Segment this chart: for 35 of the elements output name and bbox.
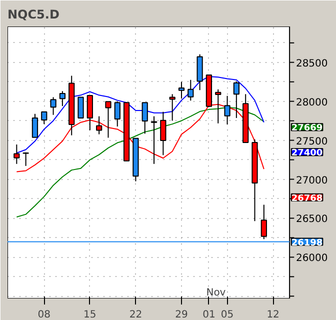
candlestick [59, 90, 66, 107]
y-tick-label: 26000 [296, 253, 328, 264]
x-tick-label: 29 [175, 310, 188, 320]
x-tick-label: 12 [266, 310, 280, 320]
y-tick-label: 27500 [296, 136, 328, 148]
candlestick [150, 116, 158, 164]
candlestick [41, 111, 48, 125]
x-tick-label: 05 [220, 310, 234, 320]
y-tick-label: 28000 [296, 97, 328, 108]
text: 27669 [291, 124, 323, 134]
candlestick [178, 81, 185, 100]
candlestick [96, 116, 102, 135]
candlestick [224, 95, 230, 125]
line-series [16, 106, 264, 218]
candlestick [260, 204, 267, 240]
candlestick [50, 96, 56, 116]
x-tick-label: 08 [38, 310, 50, 320]
candlestick [78, 96, 84, 118]
candlestick [32, 113, 38, 138]
candlestick [22, 152, 29, 166]
y-tick-label: 28500 [296, 58, 328, 70]
y-tick-label: 26500 [296, 214, 328, 226]
candlestick [188, 79, 194, 102]
annotation: Nov [206, 288, 226, 298]
candlestick [14, 144, 20, 164]
candlestick [233, 81, 240, 118]
y-tick-label: 27000 [296, 175, 328, 186]
x-tick-label: 22 [129, 310, 142, 320]
chart-title: NQC5.D [8, 8, 60, 22]
candlestick [114, 100, 120, 127]
x-tick-label: 15 [84, 310, 96, 320]
candlestick [169, 94, 176, 122]
x-tick-label: 01 [202, 310, 216, 320]
candlestick [160, 111, 166, 156]
candlestick [142, 102, 148, 134]
